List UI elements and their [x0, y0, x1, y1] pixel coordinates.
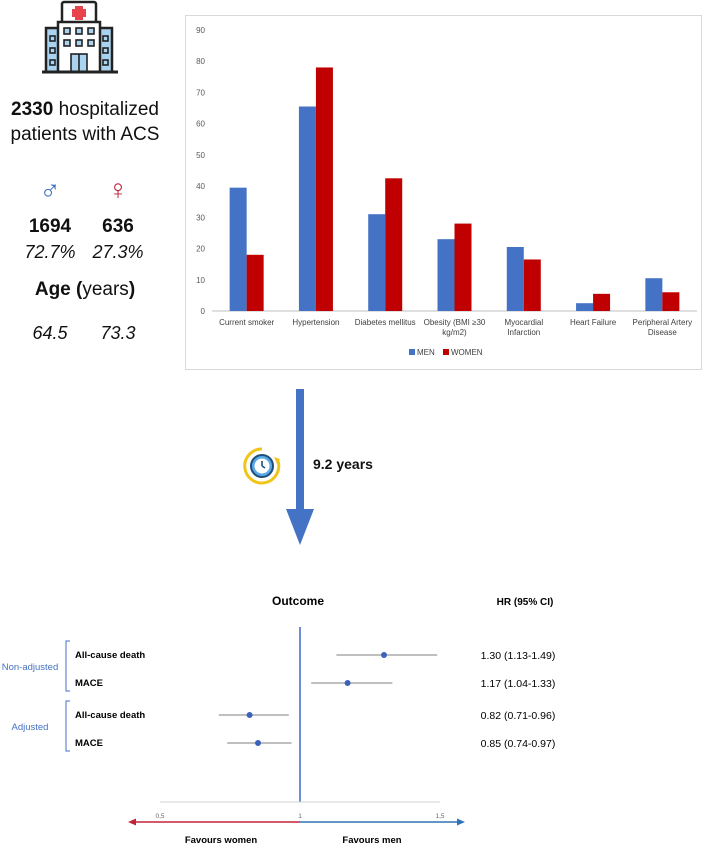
x-tick-label: Infarction [507, 328, 540, 337]
x-tick-label: Diabetes mellitus [355, 318, 416, 327]
bar-women-2 [385, 178, 403, 311]
x-tick-label: Current smoker [219, 318, 274, 327]
hr-header: HR (95% CI) [497, 597, 554, 608]
outcome-header: Outcome [272, 594, 324, 608]
women-pct: 27.3% [92, 242, 144, 262]
hr-value-text: 1.30 (1.13-1.49) [481, 650, 556, 662]
chart-frame [185, 15, 702, 370]
followup-arrow [286, 389, 314, 545]
favours-right-arrowhead [457, 818, 465, 826]
bar-men-3 [437, 239, 455, 311]
women-count: 636 [102, 216, 134, 237]
bar-women-5 [593, 293, 611, 311]
row-outcome-label: All-cause death [75, 650, 145, 661]
legend-swatch-men [409, 349, 415, 355]
bar-men-1 [298, 106, 316, 311]
bar-men-2 [368, 214, 386, 311]
bar-women-0 [246, 254, 264, 311]
x-tick-label: Myocardial [504, 318, 543, 327]
legend-label-women: WOMEN [451, 348, 483, 357]
patients-count: 2330 [11, 99, 54, 120]
age-label-bold: Age ( [34, 279, 83, 300]
hr-point [344, 680, 351, 686]
age-label-unit: years [82, 279, 129, 300]
favours-left-label: Favours women [185, 835, 258, 845]
patients-text-2: patients with ACS [10, 124, 160, 145]
row-outcome-label: MACE [75, 678, 103, 689]
female-icon: ♀ [107, 174, 129, 205]
age-label-end: ) [128, 279, 136, 300]
forest-x-tick-label: 1 [298, 813, 302, 820]
bar-men-4 [506, 246, 524, 311]
favours-right-label: Favours men [342, 835, 401, 845]
favours-left-arrowhead [128, 818, 136, 826]
followup-label: 9.2 years [313, 456, 373, 472]
age-label: Age (years) [0, 279, 170, 301]
row-outcome-label: MACE [75, 738, 103, 749]
risk-factor-bar-chart: 0 10 20 30 40 50 60 70 80 90 Current smoker Hyperte… [185, 15, 702, 370]
y-tick-label: 70 [196, 88, 205, 97]
male-icon: ♂ [39, 174, 61, 205]
y-tick-label: 90 [196, 26, 205, 35]
men-count: 1694 [28, 216, 72, 237]
hr-point [246, 712, 253, 718]
forest-x-tick-label: 0,5 [155, 813, 164, 820]
group-label-1: Adjusted [12, 722, 49, 733]
patients-text-1: hospitalized [58, 99, 159, 120]
legend-swatch-women [443, 349, 449, 355]
bar-women-4 [523, 259, 541, 311]
bar-women-6 [662, 292, 680, 311]
legend-label-men: MEN [417, 348, 435, 357]
row-outcome-label: All-cause death [75, 710, 145, 721]
hr-value-text: 0.85 (0.74-0.97) [481, 738, 556, 750]
y-tick-label: 50 [196, 151, 205, 160]
bar-men-5 [576, 303, 594, 311]
x-tick-label: Heart Failure [570, 318, 617, 327]
forest-x-tick-label: 1,5 [435, 813, 444, 820]
bar-women-3 [454, 223, 472, 311]
women-age: 73.3 [100, 323, 136, 343]
group-bracket [65, 700, 70, 752]
bar-women-1 [315, 67, 333, 311]
hr-value-text: 0.82 (0.71-0.96) [481, 710, 556, 722]
hospital-icon [42, 0, 118, 74]
x-tick-label: Disease [648, 328, 677, 337]
y-tick-label: 40 [196, 182, 205, 191]
patients-summary: 2330 hospitalized patients with ACS [0, 97, 170, 147]
bar-men-0 [229, 187, 247, 311]
y-tick-label: 10 [196, 276, 205, 285]
hr-point [381, 652, 387, 658]
hr-point [255, 740, 261, 746]
group-label-0: Non-adjusted [2, 662, 59, 673]
x-tick-label: Hypertension [292, 318, 339, 327]
y-tick-label: 30 [196, 213, 205, 222]
y-tick-label: 20 [196, 245, 205, 254]
clock-icon [243, 447, 281, 485]
x-tick-label: Obesity (BMI ≥30 [424, 318, 486, 327]
y-tick-label: 80 [196, 57, 205, 66]
y-tick-label: 60 [196, 120, 205, 129]
group-bracket [65, 640, 70, 692]
x-tick-label: Peripheral Artery [633, 318, 693, 327]
bar-men-6 [645, 278, 663, 311]
x-tick-label: kg/m2) [442, 328, 467, 337]
hazard-ratio-forest-plot: Outcome HR (95% CI) Non-adjusted All-cause … [2, 594, 556, 845]
hr-value-text: 1.17 (1.04-1.33) [481, 678, 556, 690]
men-pct: 72.7% [24, 242, 76, 262]
y-tick-label: 0 [201, 307, 206, 316]
men-age: 64.5 [32, 323, 68, 343]
